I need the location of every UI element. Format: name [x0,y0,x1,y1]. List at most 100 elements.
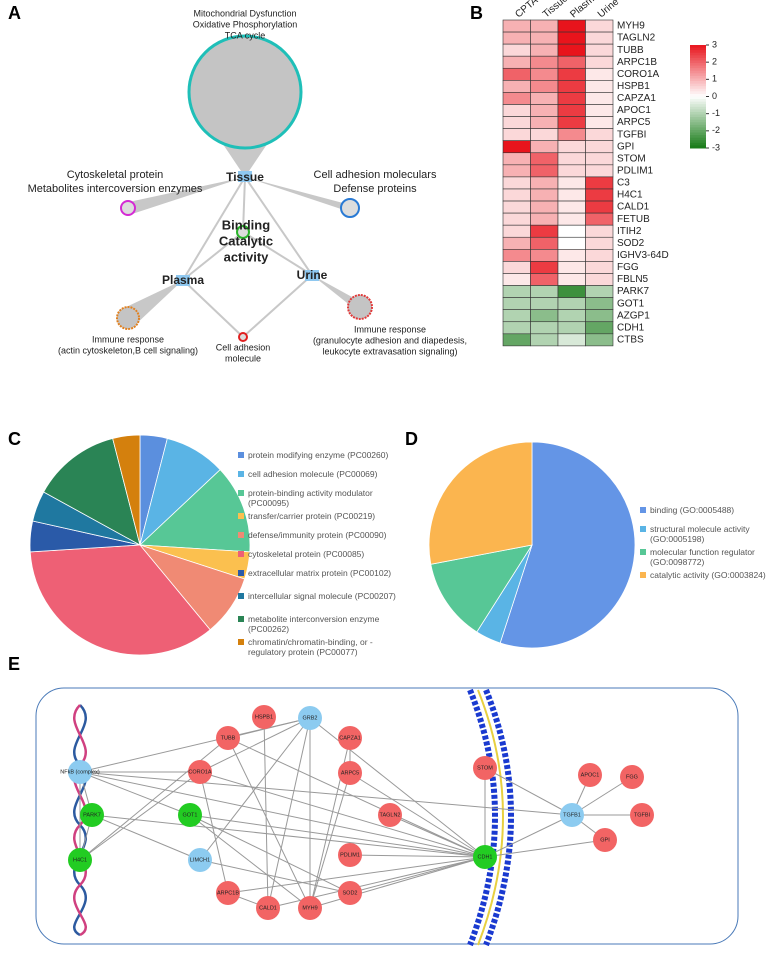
colorbar-segment [690,142,706,146]
colorbar-label: -1 [712,108,720,118]
colorbar-segment [690,52,706,56]
heat-cell [585,188,614,202]
heat-cell [557,104,586,117]
row-label: FGG [617,262,639,273]
network-node [188,848,212,872]
legend-swatch [238,513,244,519]
row-label: STOM [617,153,646,164]
heat-cell [530,104,559,117]
colorbar-segment [690,45,706,49]
cone [245,177,356,214]
pie-slice [139,469,251,553]
node-label: H4C1 [73,857,87,863]
link [242,274,313,338]
heat-cell [502,261,531,274]
heat-cell [557,128,586,142]
label: Oxidative Phosphorylation [193,19,298,29]
heat-cell [585,140,614,154]
heat-cell [557,224,586,238]
heat-cell [585,176,614,190]
network-edge [349,854,486,858]
row-label: GPI [617,141,634,152]
label: TCA cycle [225,30,266,40]
row-label: CALD1 [617,202,650,213]
colorbar-label: 1 [712,74,717,84]
colorbar-segment [690,55,706,59]
heat-cell [502,224,531,238]
heat-cell [502,92,531,105]
link [242,231,313,276]
heat-cell [530,261,559,274]
colorbar-segment [690,88,706,92]
colorbar-segment [690,93,706,97]
legend-entry: chromatin/chromatin-binding, or -regulat… [248,637,373,657]
pie-slice [430,544,533,633]
heat-cell [585,224,614,238]
heat-cell [557,200,586,214]
legend-swatch [640,507,646,513]
legend-label: transfer/carrier protein (PC00219) [248,511,376,521]
node-label: ARPC5 [341,770,359,776]
label: (actin cytoskeleton,B cell signaling) [58,345,198,355]
network-edge [79,737,229,861]
heat-cell [585,31,614,45]
legend-entry: metabolite interconversion enzyme (PC002… [248,614,379,634]
network-edge [91,814,201,861]
network-node [560,803,584,827]
link [242,176,246,233]
node-label: GRB2 [303,715,318,721]
legend-entry: intercellular signal molecule (PC00207) [248,591,396,601]
colorbar-segment [690,86,706,90]
network-node [630,803,654,827]
network-node [298,896,322,920]
colorbar-segment [690,101,706,105]
heat-cell [530,128,559,142]
heat-cell [557,31,586,45]
network-edge [349,856,486,894]
heat-cell [530,31,559,45]
legend-label: cell adhesion molecule (PC00069) [248,469,378,479]
legend-entry: defense/immunity protein (PC00090) [248,530,386,540]
label: Cell adhesion moleculars [314,169,437,181]
heat-cell [530,152,559,166]
label: Cell adhesion [216,342,271,352]
hub [176,275,190,286]
label: Cytoskeletal protein [67,169,164,181]
network-edge [79,771,573,816]
network-edge [189,814,311,909]
heat-cell [557,321,586,335]
network-frame [35,687,739,945]
membrane-inner [483,688,514,947]
cluster [340,198,360,218]
legend-label: intercellular signal molecule (PC00207) [248,591,396,601]
node-label: FGG [626,774,638,780]
heat-cell [530,164,559,178]
label: (granulocyte adhesion and diapedesis, [313,335,467,345]
network-edge [484,767,573,816]
network-edge [79,771,201,861]
panel-label: B [470,3,483,23]
heat-cell [557,19,586,33]
heat-cell [502,67,531,81]
colorbar-segment [690,57,706,61]
row-label: CAPZA1 [617,93,656,104]
cluster [187,34,303,150]
heat-cell [530,212,559,226]
heat-cell [530,236,559,250]
row-label: ARPC1B [617,57,657,68]
row-label: PDLIM1 [617,166,654,177]
legend-swatch [640,572,646,578]
heat-cell [557,249,586,262]
heat-cell [585,80,614,93]
heat-cell [585,261,614,274]
heat-cell [502,140,531,154]
legend-label: structural molecule activity (GO:0005198… [650,524,750,544]
heat-cell [557,285,586,298]
heat-cell [502,309,531,323]
heat-cell [557,236,586,250]
legend-swatch [238,570,244,576]
heat-cell [557,152,586,166]
heat-cell [530,19,559,33]
heat-cell [502,128,531,142]
network-edge [227,737,311,909]
